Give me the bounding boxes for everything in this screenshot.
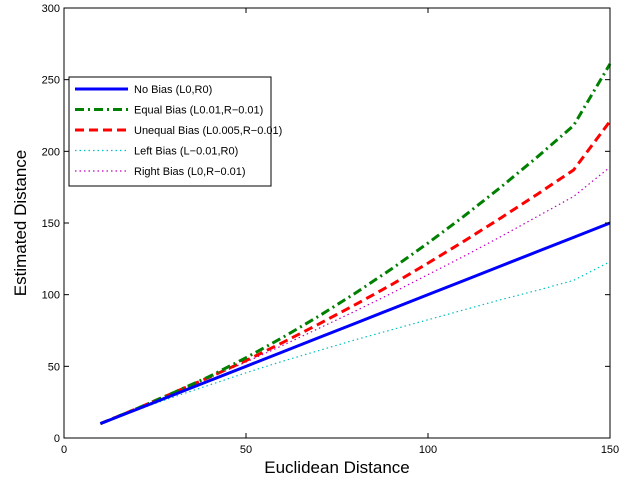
legend-label-2: Unequal Bias (L0.005,R−0.01) — [134, 125, 282, 137]
plot-area — [64, 8, 610, 438]
series-layer — [99, 63, 612, 426]
series-line-2 — [99, 120, 612, 426]
x-tick-label: 150 — [601, 444, 619, 456]
y-tick-label: 250 — [42, 75, 60, 87]
x-axis-title: Euclidean Distance — [264, 458, 410, 477]
legend-label-0: No Bias (L0,R0) — [134, 84, 212, 96]
y-tick-label: 50 — [48, 361, 60, 373]
y-tick-label: 300 — [42, 3, 60, 15]
series-line-0 — [99, 221, 611, 426]
x-tick-label: 100 — [419, 444, 437, 456]
y-tick-label: 0 — [54, 433, 60, 445]
x-tick-label: 50 — [240, 444, 252, 456]
y-tick-label: 150 — [42, 218, 60, 230]
legend-label-1: Equal Bias (L0.01,R−0.01) — [134, 105, 263, 117]
legend-box — [68, 76, 272, 187]
y-tick-label: 200 — [42, 146, 60, 158]
legend-label-3: Left Bias (L−0.01,R0) — [134, 146, 238, 158]
series-line-3 — [100, 261, 611, 425]
legend: No Bias (L0,R0) Equal Bias (L0.01,R−0.01)… — [68, 76, 282, 187]
ticks-layer: 0 50 100 150 0 50 100 150 200 250 300 — [42, 3, 620, 456]
x-tick-label: 0 — [61, 444, 67, 456]
legend-label-4: Right Bias (L0,R−0.01) — [134, 166, 246, 178]
series-line-1 — [99, 63, 612, 426]
y-axis-title: Estimated Distance — [11, 150, 30, 296]
y-tick-label: 100 — [42, 290, 60, 302]
